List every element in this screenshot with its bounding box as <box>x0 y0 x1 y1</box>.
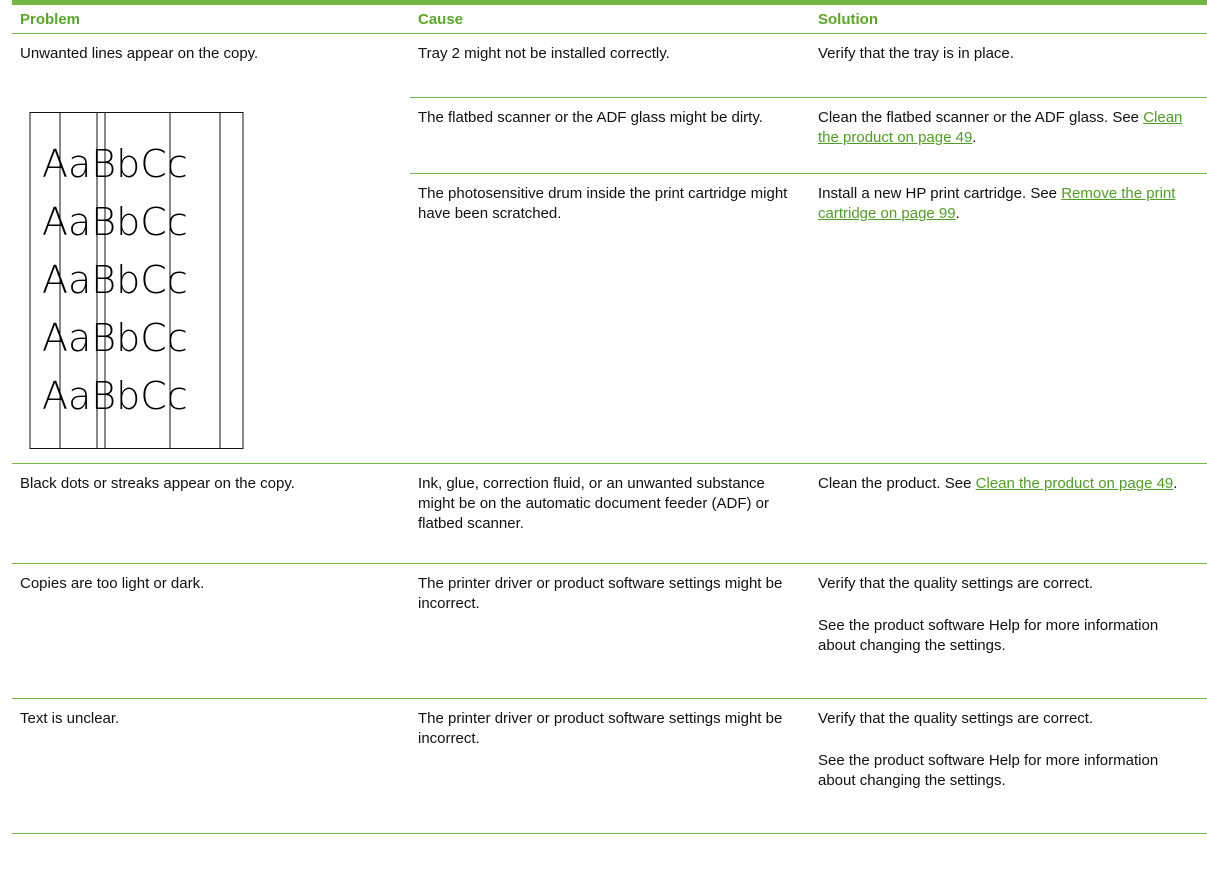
header-cell: Cause <box>410 2 810 34</box>
solution-text: Verify that the tray is in place. <box>818 45 1014 62</box>
header-cell: Problem <box>12 2 410 34</box>
illustration: AaBbCc AaBbCc AaBbCc AaBbCc AaBbCc <box>29 112 244 449</box>
solution-cell: Clean the flatbed scanner or the ADF gla… <box>810 97 1207 174</box>
solution-paragraph: Install a new HP print cartridge. See Re… <box>818 184 1199 224</box>
row: Text is unclear. The printer driver or p… <box>12 698 1207 834</box>
row: Unwanted lines appear on the copy. AaBbC… <box>12 33 1207 464</box>
solution-text: Verify that the quality settings are cor… <box>818 710 1094 727</box>
solution-text: Clean the flatbed scanner or the ADF gla… <box>818 109 1144 126</box>
link[interactable]: Remove the print cartridge on page 99 <box>818 185 1176 222</box>
solution-cell: Install a new HP print cartridge. See Re… <box>810 173 1207 464</box>
solution-text: Install a new HP print cartridge. See <box>818 185 1062 202</box>
cause-cell: The flatbed scanner or the ADF glass mig… <box>410 97 810 174</box>
solution-text: See the product software Help for more i… <box>818 752 1159 789</box>
cause-cell: Tray 2 might not be installed correctly. <box>410 33 810 98</box>
cause-cell: The photosensitive drum inside the print… <box>410 173 810 464</box>
illustration-text: AaBbCc <box>42 258 188 302</box>
problem-cell: Text is unclear. <box>12 698 410 834</box>
row: The photosensitive drum inside the print… <box>12 173 1207 464</box>
problem-text: Unwanted lines appear on the copy. <box>20 45 259 62</box>
problem-cell: Copies are too light or dark. <box>12 563 410 699</box>
illustration-text: AaBbCc <box>42 374 188 418</box>
solution-text: See the product software Help for more i… <box>818 617 1159 654</box>
row: The flatbed scanner or the ADF glass mig… <box>12 97 1207 174</box>
cause-cell: The printer driver or product software s… <box>410 563 810 699</box>
illustration-text: AaBbCc <box>42 142 188 186</box>
header-cell: Solution <box>810 2 1207 34</box>
cause-cell: The printer driver or product software s… <box>410 698 810 834</box>
solution-cell: Verify that the quality settings are cor… <box>810 698 1207 834</box>
solution-text: . <box>1173 475 1178 492</box>
link[interactable]: Clean the product on page 49 <box>975 475 1174 492</box>
solution-cell: Verify that the tray is in place. <box>810 33 1207 98</box>
cause-cell: Ink, glue, correction fluid, or an unwan… <box>410 463 810 564</box>
solution-text: . <box>972 129 977 146</box>
solution-text: Verify that the quality settings are cor… <box>818 575 1094 592</box>
row: Copies are too light or dark. The printe… <box>12 563 1207 699</box>
row: Black dots or streaks appear on the copy… <box>12 463 1207 564</box>
illustration-frame <box>29 112 244 449</box>
solution-cell: Clean the product. See Clean the product… <box>810 463 1207 564</box>
troubleshooting-table: Problem Cause Solution Unwanted lines ap… <box>12 0 1207 834</box>
solution-text: . <box>955 205 960 222</box>
problem-cell: Black dots or streaks appear on the copy… <box>12 463 410 564</box>
solution-cell: Verify that the quality settings are cor… <box>810 563 1207 699</box>
illustration-text: AaBbCc <box>42 200 188 244</box>
problem-cell: Unwanted lines appear on the copy. AaBbC… <box>12 33 410 464</box>
solution-text: Clean the product. See <box>818 475 976 492</box>
link[interactable]: Clean the product on page 49 <box>818 109 1183 146</box>
header-row: Problem Cause Solution <box>12 2 1207 34</box>
solution-paragraph: Clean the flatbed scanner or the ADF gla… <box>818 108 1199 148</box>
solution-paragraph: Clean the product. See Clean the product… <box>818 474 1199 494</box>
illustration-text: AaBbCc <box>42 316 188 360</box>
